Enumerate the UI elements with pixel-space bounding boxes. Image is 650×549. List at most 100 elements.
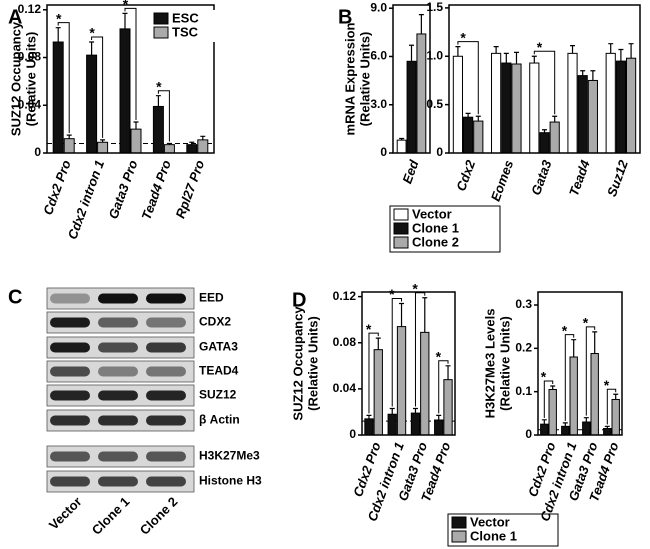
bar xyxy=(539,132,550,154)
bar xyxy=(119,28,131,154)
bar xyxy=(615,60,626,154)
bar xyxy=(452,55,464,154)
bar xyxy=(52,41,64,154)
y-axis-label: (Relative Units) xyxy=(497,316,512,411)
error-bar xyxy=(375,337,381,350)
y-tick-label: 6.0 xyxy=(370,49,387,63)
bar xyxy=(97,141,109,154)
x-tick-label: Gata3 xyxy=(528,157,555,197)
x-tick-label: Tead4 xyxy=(566,157,593,198)
significance-bracket xyxy=(533,50,556,115)
bar xyxy=(582,421,591,436)
bar xyxy=(567,52,578,154)
y-tick-label: 0 xyxy=(34,145,41,159)
significance-bracket xyxy=(543,380,554,418)
error-bar xyxy=(580,70,586,76)
legend-swatch xyxy=(393,236,409,249)
legend-swatch xyxy=(153,26,169,39)
significance-label: * xyxy=(156,78,162,94)
y-axis-label: mRNA Expression xyxy=(342,22,357,135)
legend-swatch xyxy=(393,222,409,235)
error-bar xyxy=(66,134,72,139)
plot-frame xyxy=(46,4,215,154)
error-bar xyxy=(618,48,624,62)
significance-bracket xyxy=(57,22,70,134)
y-tick-label: 0.08 xyxy=(333,335,357,349)
error-bar xyxy=(583,417,589,422)
bar xyxy=(163,144,175,154)
significance-label: * xyxy=(436,349,442,365)
blot-band xyxy=(98,415,138,426)
bar xyxy=(611,398,620,436)
blot-band xyxy=(146,293,186,304)
y-tick-label: 0 xyxy=(380,145,387,159)
bar xyxy=(561,425,570,436)
error-bar xyxy=(200,135,206,140)
significance-label: * xyxy=(412,280,418,296)
error-bar xyxy=(122,12,128,29)
bar xyxy=(396,326,407,436)
error-bar xyxy=(445,365,451,380)
significance-bracket xyxy=(585,326,596,416)
bar xyxy=(420,331,430,436)
bar xyxy=(364,418,374,436)
bar xyxy=(373,349,383,436)
blot-lane-label: Clone 1 xyxy=(89,494,133,538)
legend-swatch xyxy=(393,208,409,221)
bar xyxy=(511,63,522,154)
y-tick-label: 0.12 xyxy=(18,2,42,16)
blot-band xyxy=(98,451,138,462)
bar xyxy=(529,62,540,154)
blot-band xyxy=(50,293,90,304)
error-bar xyxy=(571,339,577,357)
plot-frame xyxy=(361,291,456,436)
y-axis-label: SUZ12 Occupancy xyxy=(8,21,23,136)
blot-row-label: TEAD4 xyxy=(199,364,239,378)
x-tick-label: Cdx2 Pro xyxy=(40,158,74,217)
error-bar xyxy=(513,51,519,65)
y-tick-label: 0.04 xyxy=(18,97,42,111)
legend-label: Vector xyxy=(412,206,452,221)
blot-band xyxy=(50,366,90,377)
bar xyxy=(625,57,637,154)
blot-row-label: Histone H3 xyxy=(199,474,262,488)
y-tick-label: 0.3 xyxy=(515,297,532,311)
blot-band xyxy=(50,451,90,462)
legend-swatch xyxy=(153,12,169,25)
blot-row-label: GATA3 xyxy=(199,340,238,354)
significance-label: * xyxy=(123,0,129,12)
significance-bracket xyxy=(124,7,137,120)
error-bar xyxy=(531,55,537,64)
bar xyxy=(569,356,578,436)
y-tick-label: 3.0 xyxy=(370,97,387,111)
blot-band xyxy=(98,342,138,353)
x-tick-label: Eed xyxy=(399,157,422,186)
legend-swatch xyxy=(451,530,467,543)
error-bar xyxy=(389,407,395,415)
error-bar xyxy=(475,115,481,122)
y-axis-label: H3K27Me3 Levels xyxy=(482,309,497,419)
blot-band xyxy=(146,415,186,426)
blot-band xyxy=(98,366,138,377)
bar xyxy=(473,120,484,154)
y-tick-label: 0.08 xyxy=(18,50,42,64)
x-tick-label: Rpl27 Pro xyxy=(172,158,207,220)
significance-bracket xyxy=(391,298,403,407)
legend-swatch xyxy=(451,516,467,529)
y-tick-label: 1.5 xyxy=(426,0,443,14)
significance-bracket xyxy=(438,360,449,414)
y-axis-label: (Relative Units) xyxy=(305,316,320,411)
error-bar xyxy=(409,44,414,62)
y-tick-label: 9.0 xyxy=(370,0,387,14)
bar xyxy=(501,62,512,154)
error-bar xyxy=(590,70,596,81)
blot-row-label: SUZ12 xyxy=(199,388,237,402)
error-bar xyxy=(608,43,614,54)
bar xyxy=(603,428,612,436)
blot-strip xyxy=(46,360,195,383)
bar xyxy=(549,121,560,154)
error-bar xyxy=(133,121,139,130)
blot-band xyxy=(98,317,138,328)
significance-bracket xyxy=(91,36,104,138)
error-bar xyxy=(503,52,509,64)
